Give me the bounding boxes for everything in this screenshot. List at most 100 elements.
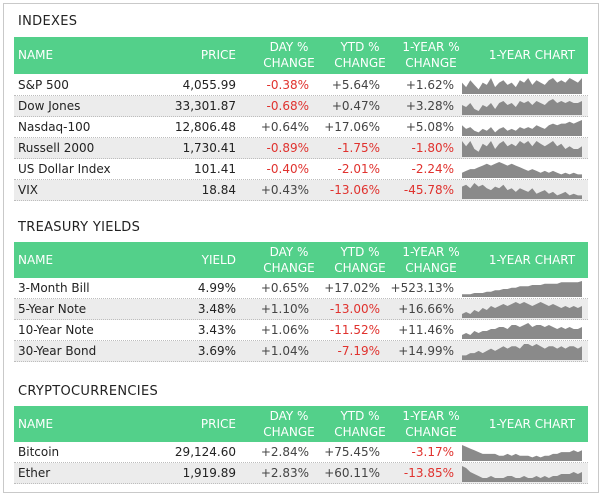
row-value: 1,730.41 [182,141,236,155]
row-day-change: +0.65% [260,281,309,295]
row-day-change: -0.40% [266,162,309,176]
row-day-change: +1.06% [260,323,309,337]
row-value: 101.41 [194,162,236,176]
table-row[interactable]: 5-Year Note 3.48% +1.10% -13.00% +16.66% [14,299,588,320]
row-value: 3.48% [197,302,236,316]
row-day-change: -0.89% [266,141,309,155]
sparkline-area [462,141,582,157]
row-year-change: -13.85% [403,466,454,480]
column-header-day-change: DAY % CHANGE [263,409,315,439]
row-ytd-change: -7.19% [337,344,380,358]
column-header-name: NAME [18,48,54,62]
column-header-name: NAME [18,253,54,267]
row-year-change: -2.24% [411,162,454,176]
row-ytd-change: -1.75% [337,141,380,155]
table-row[interactable]: VIX 18.84 +0.43% -13.06% -45.78% [14,180,588,201]
sparkline-chart [462,445,582,461]
row-name: 30-Year Bond [18,344,97,358]
row-year-change: +5.08% [405,120,454,134]
table-row[interactable]: Russell 2000 1,730.41 -0.89% -1.75% -1.80% [14,138,588,159]
row-name: Nasdaq-100 [18,120,91,134]
row-ytd-change: +17.02% [324,281,380,295]
row-day-change: -0.68% [266,99,309,113]
table-row[interactable]: 3-Month Bill 4.99% +0.65% +17.02% +523.13% [14,278,588,299]
row-year-change: +1.62% [405,78,454,92]
sparkline-chart [462,281,582,297]
row-name: Ether [18,466,51,480]
table-row[interactable]: 30-Year Bond 3.69% +1.04% -7.19% +14.99% [14,341,588,362]
row-ytd-change: +17.06% [324,120,380,134]
table-header: NAME PRICE DAY % CHANGE YTD % CHANGE 1-YEAR … [14,37,588,74]
column-header-year-change: 1-YEAR % CHANGE [402,245,460,275]
column-header-value: PRICE [200,417,236,431]
table-row[interactable]: Ether 1,919.89 +2.83% +60.11% -13.85% [14,463,588,484]
sparkline-chart [462,120,582,136]
row-ytd-change: -2.01% [337,162,380,176]
sparkline-area [462,78,582,94]
row-value: 18.84 [201,183,236,197]
row-ytd-change: +60.11% [324,466,380,480]
row-name: 3-Month Bill [18,281,90,295]
column-header-value: YIELD [201,253,236,267]
sparkline-area [462,445,582,461]
column-header-name: NAME [18,417,54,431]
sparkline-chart [462,141,582,157]
column-header-ytd-change: YTD % CHANGE [334,40,386,70]
column-header-ytd-change: YTD % CHANGE [334,409,386,439]
row-ytd-change: -11.52% [329,323,380,337]
row-year-change: -3.17% [411,445,454,459]
row-year-change: -45.78% [403,183,454,197]
row-name: 5-Year Note [18,302,87,316]
table-header: NAME YIELD DAY % CHANGE YTD % CHANGE 1-YEAR … [14,242,588,278]
sparkline-chart [462,78,582,94]
row-name: 10-Year Note [18,323,94,337]
row-day-change: -0.38% [266,78,309,92]
row-name: Bitcoin [18,445,60,459]
sparkline-chart [462,466,582,482]
row-name: Russell 2000 [18,141,95,155]
row-value: 4,055.99 [182,78,236,92]
row-ytd-change: +75.45% [324,445,380,459]
column-header-chart: 1-YEAR CHART [488,48,576,62]
sparkline-chart [462,302,582,318]
column-header-day-change: DAY % CHANGE [263,40,315,70]
row-value: 3.43% [197,323,236,337]
sparkline-chart [462,183,582,199]
column-header-day-change: DAY % CHANGE [263,245,315,275]
row-name: VIX [18,183,38,197]
row-year-change: +16.66% [398,302,454,316]
column-header-chart: 1-YEAR CHART [488,253,576,267]
column-header-year-change: 1-YEAR % CHANGE [402,409,460,439]
table-header: NAME PRICE DAY % CHANGE YTD % CHANGE 1-YEAR … [14,406,588,442]
row-value: 4.99% [197,281,236,295]
row-value: 33,301.87 [174,99,236,113]
row-ytd-change: -13.06% [329,183,380,197]
row-ytd-change: -13.00% [329,302,380,316]
sparkline-chart [462,323,582,339]
column-header-year-change: 1-YEAR % CHANGE [402,40,460,70]
row-year-change: +3.28% [405,99,454,113]
row-day-change: +1.04% [260,344,309,358]
column-header-ytd-change: YTD % CHANGE [334,245,386,275]
row-day-change: +2.84% [260,445,309,459]
table-row[interactable]: Dow Jones 33,301.87 -0.68% +0.47% +3.28% [14,96,588,117]
section-title: INDEXES [18,14,78,29]
row-year-change: -1.80% [411,141,454,155]
sparkline-area [462,120,582,136]
row-name: S&P 500 [18,78,69,92]
table-row[interactable]: Nasdaq-100 12,806.48 +0.64% +17.06% +5.08% [14,117,588,138]
row-year-change: +14.99% [398,344,454,358]
row-day-change: +0.64% [260,120,309,134]
table-row[interactable]: 10-Year Note 3.43% +1.06% -11.52% +11.46% [14,320,588,341]
sparkline-area [462,281,582,297]
sparkline-area [462,183,582,199]
table-row[interactable]: US Dollar Index 101.41 -0.40% -2.01% -2.24% [14,159,588,180]
sparkline-area [462,162,582,178]
row-ytd-change: +0.47% [331,99,380,113]
table-row[interactable]: S&P 500 4,055.99 -0.38% +5.64% +1.62% [14,75,588,96]
column-header-chart: 1-YEAR CHART [488,417,576,431]
table-row[interactable]: Bitcoin 29,124.60 +2.84% +75.45% -3.17% [14,442,588,463]
row-value: 29,124.60 [174,445,236,459]
row-day-change: +2.83% [260,466,309,480]
sparkline-chart [462,162,582,178]
